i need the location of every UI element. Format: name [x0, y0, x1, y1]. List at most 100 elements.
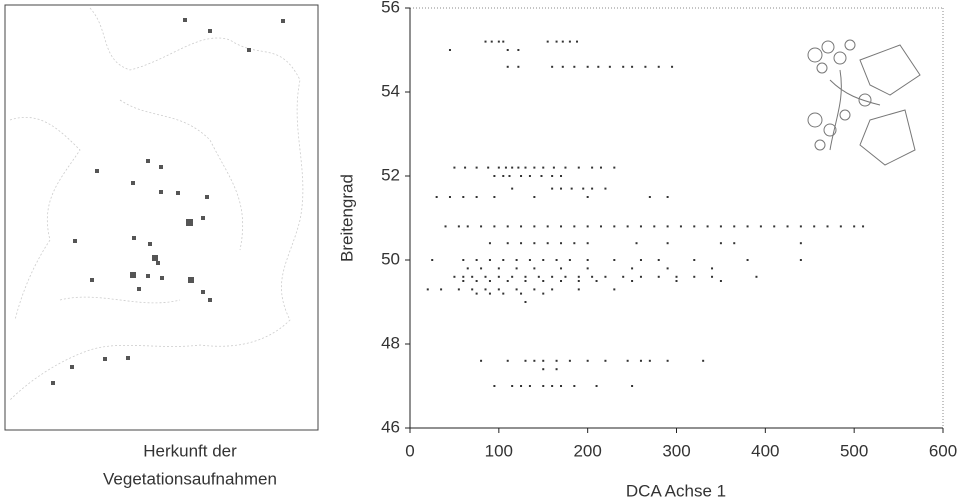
point	[586, 225, 589, 228]
point	[546, 40, 549, 43]
map-outline	[9, 7, 304, 401]
point	[453, 275, 456, 278]
point	[524, 301, 527, 303]
point	[475, 166, 478, 169]
point	[759, 225, 762, 228]
point	[733, 225, 736, 228]
point	[493, 175, 496, 177]
point	[462, 259, 465, 261]
point	[693, 275, 696, 278]
point	[639, 359, 642, 362]
point	[799, 259, 802, 261]
point	[586, 267, 589, 270]
point	[524, 280, 527, 282]
point	[426, 288, 429, 291]
point	[533, 267, 536, 270]
point	[573, 65, 576, 68]
map-frame	[4, 4, 319, 431]
point	[552, 166, 555, 169]
point	[506, 225, 509, 228]
point	[599, 166, 602, 169]
map-panel: Herkunft der Vegetationsaufnahmen	[4, 4, 319, 488]
point	[586, 259, 589, 261]
point	[693, 259, 696, 261]
point	[631, 385, 634, 387]
point	[604, 187, 607, 190]
point	[511, 275, 514, 278]
point	[520, 225, 523, 228]
point	[560, 187, 563, 190]
point	[586, 359, 589, 362]
point	[542, 166, 545, 169]
x-tick-label: 300	[662, 441, 690, 460]
point	[462, 275, 465, 278]
point	[570, 187, 573, 190]
point	[564, 275, 567, 278]
point	[711, 275, 714, 278]
x-tick-label: 200	[573, 441, 601, 460]
y-tick-label: 50	[381, 249, 400, 268]
point	[542, 359, 545, 362]
point	[648, 359, 651, 362]
point	[524, 166, 527, 169]
point	[533, 225, 536, 228]
point	[853, 225, 856, 228]
x-tick-label: 600	[929, 441, 957, 460]
point	[568, 40, 571, 43]
point	[657, 65, 660, 68]
point	[561, 40, 564, 43]
point	[613, 288, 616, 291]
point	[613, 225, 616, 228]
point	[675, 275, 678, 278]
point	[573, 225, 576, 228]
point	[799, 225, 802, 228]
point	[604, 359, 607, 362]
point	[524, 275, 527, 278]
point	[599, 225, 602, 228]
point	[564, 166, 567, 169]
point	[639, 275, 642, 278]
point	[448, 196, 451, 198]
point	[657, 275, 660, 278]
point	[488, 292, 491, 295]
point	[528, 385, 531, 387]
point	[560, 242, 563, 245]
point	[444, 225, 447, 228]
point	[464, 166, 467, 169]
y-tick-label: 48	[381, 333, 400, 352]
point	[431, 259, 434, 261]
point	[551, 65, 554, 68]
point	[484, 275, 487, 278]
point	[597, 65, 600, 68]
point	[515, 267, 518, 270]
point	[533, 166, 536, 169]
point	[480, 359, 483, 362]
point	[671, 65, 674, 68]
y-axis-label: Breitengrad	[337, 174, 356, 262]
y-tick-label: 46	[381, 417, 400, 436]
point	[635, 242, 638, 245]
point	[813, 225, 816, 228]
point	[453, 166, 456, 169]
point	[524, 359, 527, 362]
point	[542, 292, 545, 295]
point	[706, 225, 709, 228]
point	[622, 65, 625, 68]
point	[488, 259, 491, 261]
point	[466, 267, 469, 270]
x-tick-label: 0	[405, 441, 414, 460]
point	[533, 359, 536, 362]
point	[475, 292, 478, 295]
point	[639, 225, 642, 228]
point	[746, 225, 749, 228]
point	[517, 166, 520, 169]
point	[582, 187, 585, 190]
point	[515, 288, 518, 291]
point	[511, 385, 514, 387]
point	[497, 166, 500, 169]
point	[480, 267, 483, 270]
point	[542, 385, 545, 387]
point	[560, 280, 563, 282]
point	[502, 259, 505, 261]
point	[586, 196, 589, 198]
